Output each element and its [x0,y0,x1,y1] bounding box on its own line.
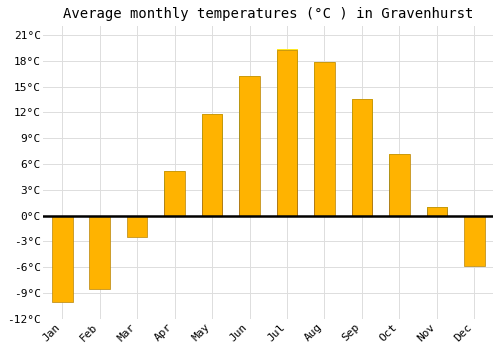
Bar [239,76,260,216]
Bar [164,171,185,216]
Bar [314,62,335,216]
Bar [202,114,222,216]
Bar [52,216,72,302]
Bar [464,216,484,266]
Bar [426,207,447,216]
Bar [90,216,110,289]
Bar [127,216,148,237]
Bar [389,154,409,216]
Bar [352,99,372,216]
Title: Average monthly temperatures (°C ) in Gravenhurst: Average monthly temperatures (°C ) in Gr… [63,7,474,21]
Bar [276,49,297,216]
